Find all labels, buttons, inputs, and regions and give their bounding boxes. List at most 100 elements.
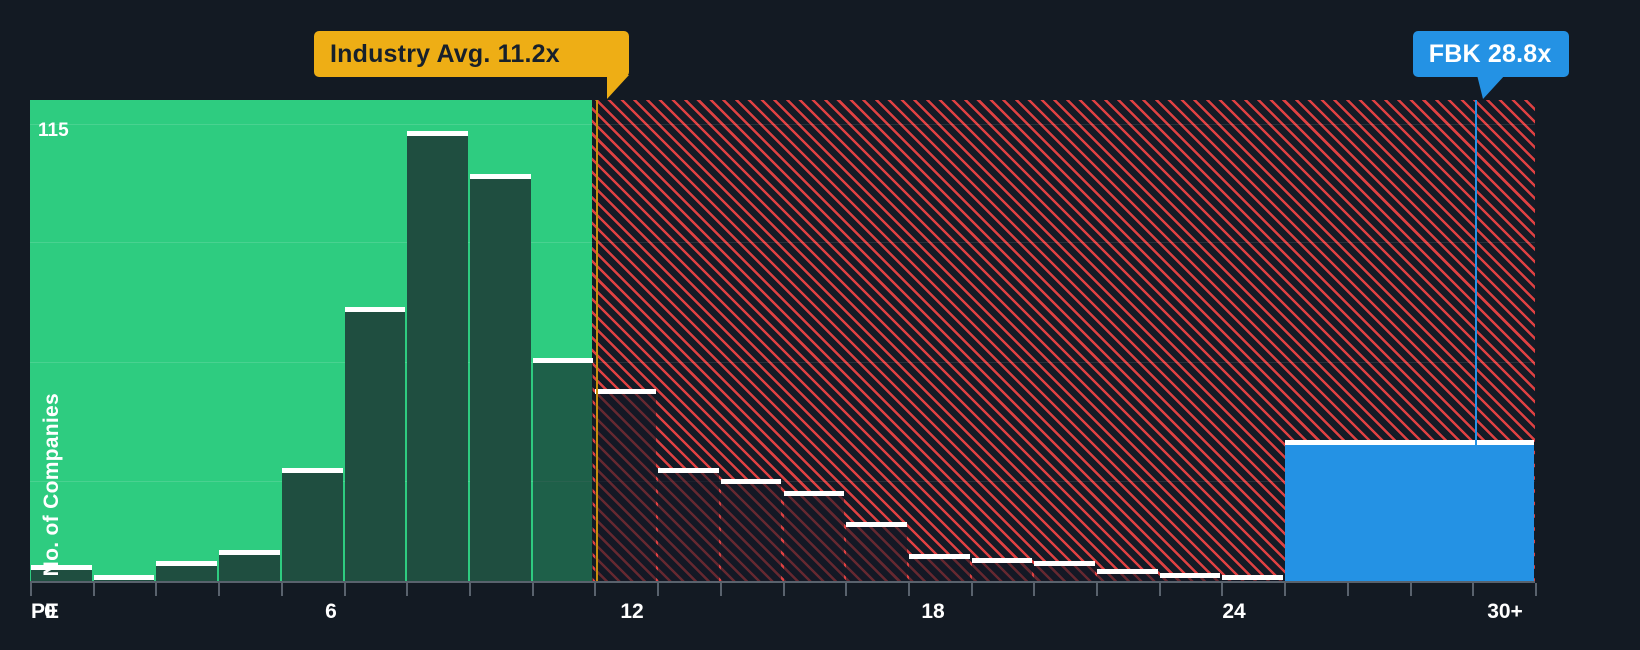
x-axis-tick: [1409, 583, 1412, 596]
gridline: [30, 362, 592, 363]
x-axis-tick: [1221, 583, 1224, 596]
bar-body: [658, 471, 719, 581]
bar-16-25[interactable]: [846, 522, 907, 581]
y-axis-title: No. of Companies: [40, 393, 63, 577]
bar-cap: [595, 389, 657, 395]
bar-2-5[interactable]: [156, 561, 218, 581]
bar-body: [595, 393, 657, 581]
bar-23-75[interactable]: [1222, 575, 1284, 581]
gridline: [30, 124, 592, 125]
plot-area: [30, 100, 1535, 581]
bar-body: [1285, 444, 1534, 581]
industry-average-callout[interactable]: Industry Avg. 11.2x: [314, 31, 629, 99]
bar-cap: [281, 467, 343, 473]
bar-11-25[interactable]: [595, 389, 657, 581]
bar-body: [219, 553, 280, 581]
x-axis-line: [30, 581, 1535, 583]
company-callout-label: FBK 28.8x: [1428, 39, 1552, 68]
bar-18-75[interactable]: [971, 557, 1033, 581]
gridline: [591, 362, 1535, 363]
bar-13-75[interactable]: [720, 479, 782, 581]
x-axis-tick: [1535, 583, 1537, 596]
bar-cap: [1034, 561, 1096, 567]
x-axis-tick: [719, 583, 722, 596]
bar-cap: [469, 174, 531, 180]
x-axis-tick: [907, 583, 910, 596]
bar-body: [344, 311, 406, 581]
x-axis-tick: [1096, 583, 1099, 596]
bar-6-25[interactable]: [344, 307, 406, 581]
bar-25[interactable]: [1285, 440, 1534, 581]
bar-cap: [783, 491, 845, 497]
bar-1-25[interactable]: [93, 575, 155, 581]
bar-cap: [407, 131, 468, 137]
bar-22-5[interactable]: [1159, 573, 1221, 581]
bar-cap: [1285, 440, 1534, 446]
callout-tail: [606, 75, 629, 99]
x-axis-tick: [1158, 583, 1161, 596]
bar-cap: [971, 557, 1033, 563]
bar-3-75[interactable]: [219, 549, 280, 581]
x-axis-tick: [531, 583, 534, 596]
bar-cap: [908, 553, 970, 559]
bar-20[interactable]: [1034, 561, 1096, 581]
bar-body: [93, 579, 155, 581]
bar-body: [1034, 565, 1096, 581]
x-axis-tick: [1284, 583, 1287, 596]
x-axis-label-6: 6: [325, 600, 337, 623]
bar-cap: [219, 549, 280, 555]
bar-body: [407, 135, 468, 581]
x-axis-tick: [468, 583, 471, 596]
bar-12-5[interactable]: [658, 467, 719, 581]
bar-cap: [846, 522, 907, 528]
x-axis-label-0: 0: [44, 600, 56, 623]
x-axis-tick: [280, 583, 283, 596]
gridline: [591, 481, 1535, 482]
x-axis-label-12: 12: [620, 600, 644, 623]
x-axis-tick: [92, 583, 95, 596]
x-axis-tick: [970, 583, 973, 596]
bar-8-75[interactable]: [469, 174, 531, 581]
company-callout[interactable]: FBK 28.8x: [1412, 31, 1569, 99]
bar-10[interactable]: [532, 358, 594, 581]
bar-body: [281, 471, 343, 581]
x-axis-tick: [155, 583, 158, 596]
bar-21-25[interactable]: [1097, 569, 1158, 581]
bar-15[interactable]: [783, 491, 845, 581]
x-axis-tick: [657, 583, 660, 596]
x-axis-tick: [782, 583, 785, 596]
bar-body: [1159, 577, 1221, 581]
x-axis-tick: [845, 583, 848, 596]
bar-body: [720, 483, 782, 581]
bar-cap: [156, 561, 218, 567]
x-axis-prefix-label: PE: [31, 600, 60, 623]
x-axis-tick: [343, 583, 346, 596]
x-axis-label-24: 24: [1222, 600, 1246, 623]
bar-body: [1222, 579, 1284, 581]
callout-tail: [1476, 75, 1505, 99]
bar-body: [908, 557, 970, 581]
x-axis-tick: [594, 583, 597, 596]
bar-cap: [93, 575, 155, 580]
bar-body: [532, 362, 594, 581]
x-axis-tick: [218, 583, 221, 596]
x-axis-label-18: 18: [921, 600, 945, 623]
bar-17-5[interactable]: [908, 553, 970, 581]
bar-body: [1097, 573, 1158, 581]
bar-cap: [31, 565, 92, 571]
x-axis-label-30plus: 30+: [1487, 600, 1523, 623]
company-marker-line: [1474, 100, 1477, 581]
gridline: [591, 124, 1535, 125]
bar-cap: [658, 467, 719, 473]
bar-7-5[interactable]: [407, 131, 468, 581]
bar-5[interactable]: [281, 467, 343, 581]
y-axis-max-label: 115: [38, 120, 69, 141]
bar-cap: [1159, 573, 1221, 579]
bar-body: [31, 569, 92, 581]
bar-body: [846, 526, 907, 581]
bar-body: [469, 178, 531, 581]
bar-0[interactable]: [31, 565, 92, 581]
bar-body: [971, 561, 1033, 581]
x-axis-tick: [1472, 583, 1475, 596]
